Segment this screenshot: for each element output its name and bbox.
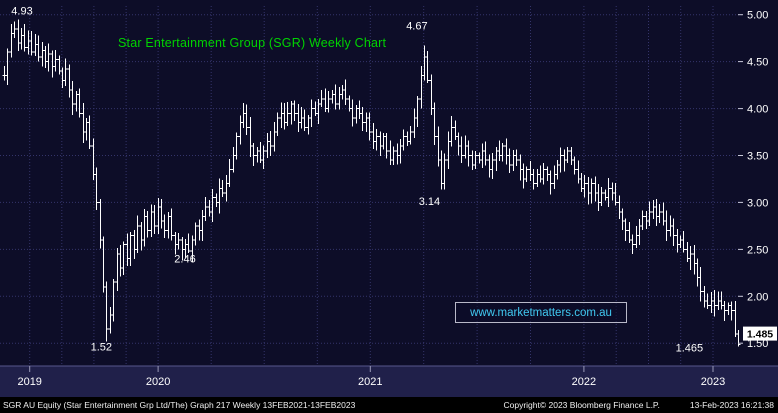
svg-text:4.50: 4.50 [747, 57, 768, 69]
svg-text:3.00: 3.00 [747, 197, 768, 209]
footer-security-info: SGR AU Equity (Star Entertainment Grp Lt… [3, 400, 356, 410]
last-price-badge: 1.485 [743, 326, 777, 341]
grid-lines [0, 6, 742, 366]
svg-text:2019: 2019 [17, 376, 41, 388]
y-axis-labels: 5.00 4.50 4.00 3.50 3.00 2.50 2.00 1.50 [738, 10, 768, 350]
svg-text:5.00: 5.00 [747, 10, 768, 22]
x-axis-strip [0, 366, 778, 397]
chart-title: Star Entertainment Group (SGR) Weekly Ch… [118, 36, 387, 50]
svg-text:2.50: 2.50 [747, 244, 768, 256]
price-chart-canvas: 5.00 4.50 4.00 3.50 3.00 2.50 2.00 1.501.485 201… [0, 6, 778, 397]
svg-text:2022: 2022 [572, 376, 596, 388]
footer-copyright: Copyright© 2023 Bloomberg Finance L.P. [503, 400, 660, 410]
svg-text:2.00: 2.00 [747, 291, 768, 303]
ohlc-bars [2, 19, 741, 347]
svg-text:2021: 2021 [358, 376, 382, 388]
svg-text:2023: 2023 [701, 376, 725, 388]
svg-text:3.14: 3.14 [419, 196, 440, 208]
svg-text:4.00: 4.00 [747, 104, 768, 116]
svg-text:1.50: 1.50 [747, 338, 768, 350]
svg-text:1.465: 1.465 [676, 343, 704, 355]
svg-text:4.67: 4.67 [406, 21, 427, 33]
svg-text:2020: 2020 [146, 376, 170, 388]
svg-text:4.93: 4.93 [11, 6, 32, 18]
price-annotations: 4.93 4.67 3.14 2.46 1.52 1.465 [11, 6, 703, 355]
svg-text:2.46: 2.46 [174, 254, 195, 266]
svg-text:1.52: 1.52 [91, 342, 112, 354]
x-axis-labels: 2019 2020 2021 2022 2023 [17, 366, 725, 388]
svg-text:3.50: 3.50 [747, 151, 768, 163]
svg-text:1.485: 1.485 [747, 329, 773, 341]
watermark-box: www.marketmatters.com.au [455, 302, 627, 323]
footer-timestamp: 13-Feb-2023 16:21:38 [689, 400, 774, 410]
footer-bar: SGR AU Equity (Star Entertainment Grp Lt… [0, 397, 778, 413]
watermark-url: www.marketmatters.com.au [470, 306, 612, 319]
